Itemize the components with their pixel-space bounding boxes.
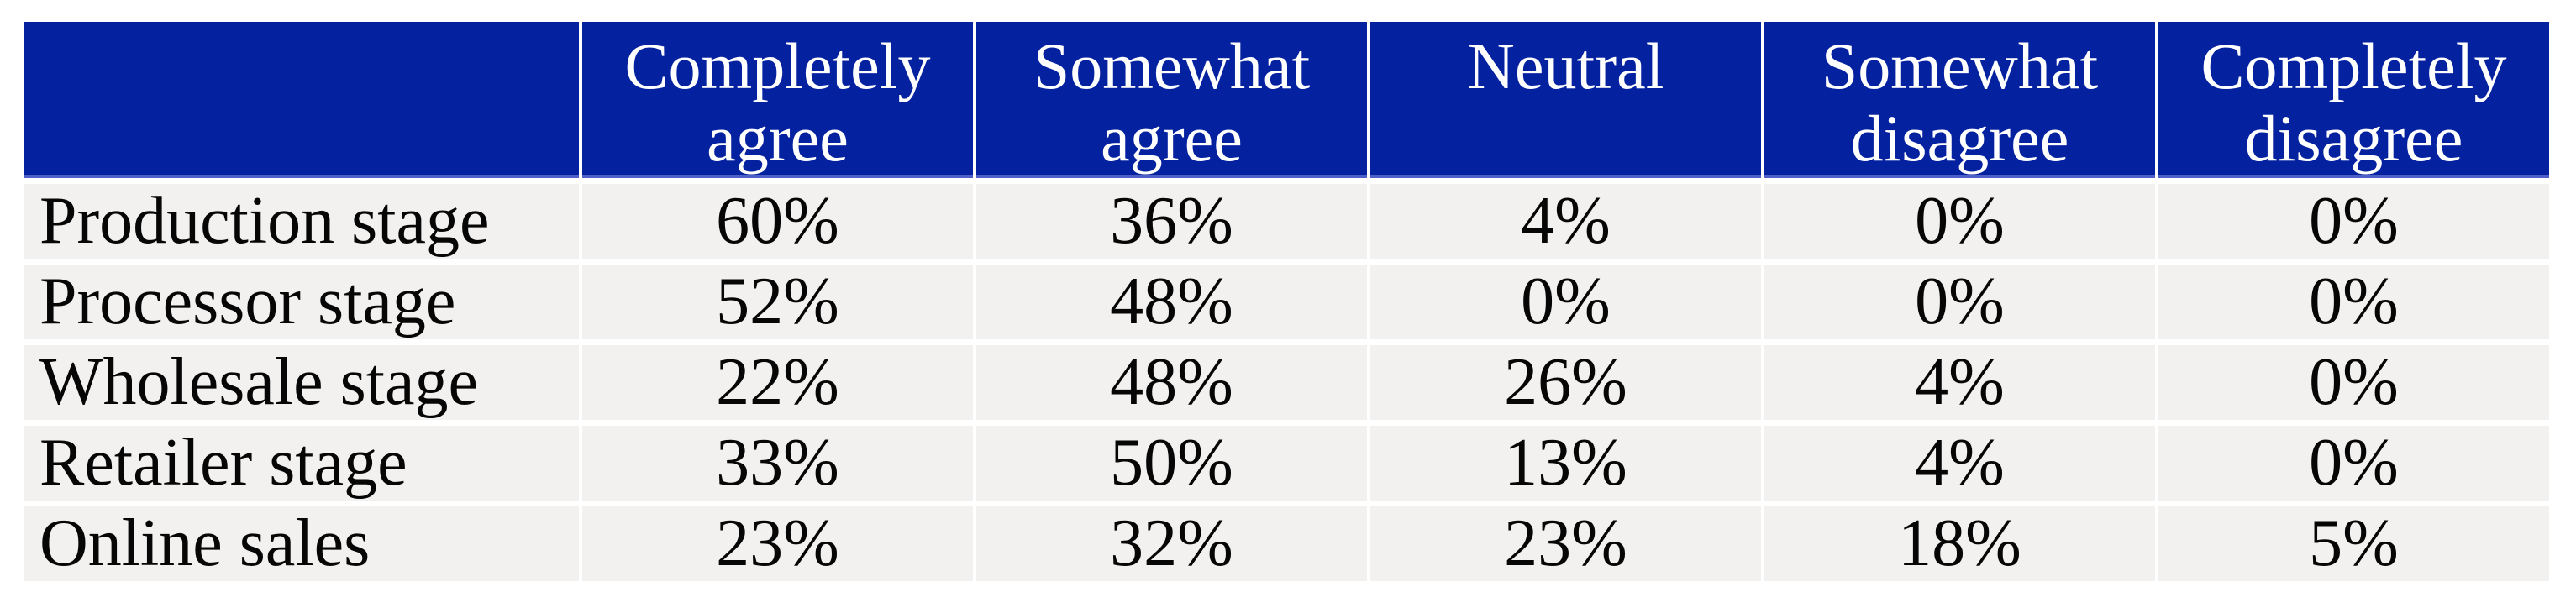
table-cell: 0% — [1764, 184, 2155, 259]
column-header-completely-agree: Completely agree — [582, 22, 973, 178]
row-label: Production stage — [24, 184, 579, 259]
table-row: Retailer stage 33% 50% 13% 4% 0% — [24, 426, 2549, 501]
table-cell: 32% — [976, 506, 1367, 581]
table-cell: 48% — [976, 345, 1367, 420]
column-header-completely-disagree: Completely disagree — [2158, 22, 2549, 178]
table-cell: 23% — [582, 506, 973, 581]
column-header-somewhat-agree: Somewhat agree — [976, 22, 1367, 178]
table-row: Production stage 60% 36% 4% 0% 0% — [24, 184, 2549, 259]
table-cell: 48% — [976, 265, 1367, 339]
table-cell: 33% — [582, 426, 973, 501]
survey-results-table: Completely agree Somewhat agree Neutral … — [21, 16, 2552, 587]
table-cell: 18% — [1764, 506, 2155, 581]
row-label: Retailer stage — [24, 426, 579, 501]
table-cell: 4% — [1370, 184, 1761, 259]
table-row: Wholesale stage 22% 48% 26% 4% 0% — [24, 345, 2549, 420]
corner-header-cell — [24, 22, 579, 178]
table-cell: 23% — [1370, 506, 1761, 581]
table-cell: 60% — [582, 184, 973, 259]
row-label: Processor stage — [24, 265, 579, 339]
table-cell: 22% — [582, 345, 973, 420]
table-cell: 50% — [976, 426, 1367, 501]
table-row: Processor stage 52% 48% 0% 0% 0% — [24, 265, 2549, 339]
table-cell: 4% — [1764, 426, 2155, 501]
header-row: Completely agree Somewhat agree Neutral … — [24, 22, 2549, 178]
table-cell: 5% — [2158, 506, 2549, 581]
table-cell: 0% — [2158, 426, 2549, 501]
table-cell: 0% — [2158, 345, 2549, 420]
column-header-somewhat-disagree: Somewhat disagree — [1764, 22, 2155, 178]
table-cell: 13% — [1370, 426, 1761, 501]
table-row: Online sales 23% 32% 23% 18% 5% — [24, 506, 2549, 581]
table-cell: 0% — [1764, 265, 2155, 339]
table-cell: 0% — [2158, 184, 2549, 259]
agreement-table: Completely agree Somewhat agree Neutral … — [21, 16, 2552, 587]
table-cell: 52% — [582, 265, 973, 339]
table-cell: 0% — [2158, 265, 2549, 339]
row-label: Wholesale stage — [24, 345, 579, 420]
table-cell: 26% — [1370, 345, 1761, 420]
table-cell: 36% — [976, 184, 1367, 259]
table-cell: 0% — [1370, 265, 1761, 339]
column-header-neutral: Neutral — [1370, 22, 1761, 178]
table-cell: 4% — [1764, 345, 2155, 420]
row-label: Online sales — [24, 506, 579, 581]
